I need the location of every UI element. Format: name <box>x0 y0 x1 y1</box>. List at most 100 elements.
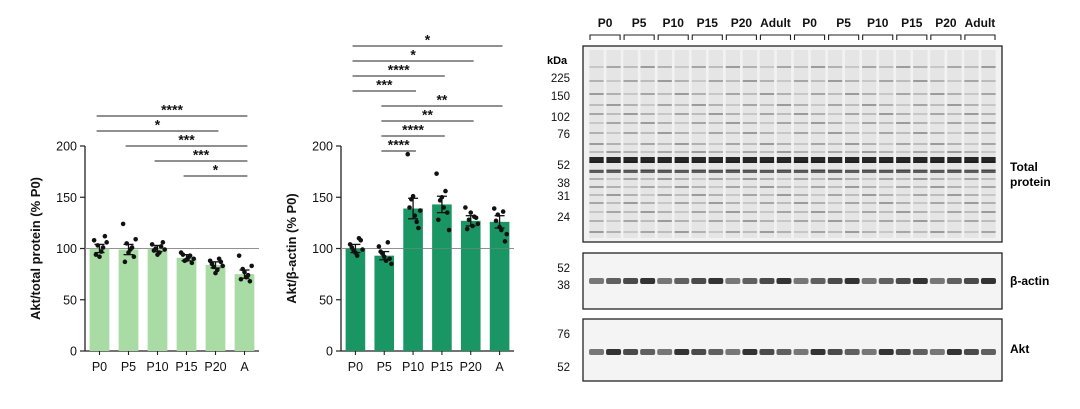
protein-band <box>879 143 894 145</box>
data-point <box>464 226 470 232</box>
marker-label: 102 <box>551 112 570 124</box>
protein-band <box>793 211 809 213</box>
protein-band <box>691 122 706 124</box>
protein-band <box>691 194 706 196</box>
bar <box>432 204 452 351</box>
data-point <box>129 245 135 250</box>
protein-band <box>725 202 741 204</box>
protein-band <box>759 122 775 124</box>
lane-smear <box>742 50 758 238</box>
protein-band <box>759 170 775 173</box>
akt-band <box>895 349 911 355</box>
protein-band <box>879 104 894 106</box>
protein-band-major <box>827 157 843 163</box>
protein-band <box>930 170 945 173</box>
protein-band <box>742 104 758 106</box>
chart-akt-total-protein: 0 50 100 150 200 Akt/total protein (% P0) P0 P5… <box>28 102 259 374</box>
protein-band <box>827 231 843 233</box>
protein-band <box>844 178 860 180</box>
akt-band <box>623 349 639 355</box>
data-point <box>436 217 441 223</box>
beta-actin-band <box>844 278 860 284</box>
protein-band <box>606 211 621 213</box>
protein-band <box>981 132 996 134</box>
protein-band <box>708 93 723 95</box>
protein-band <box>589 211 604 213</box>
protein-band <box>742 151 758 153</box>
data-point <box>504 231 510 237</box>
protein-band <box>862 211 877 213</box>
protein-band <box>742 202 758 204</box>
protein-band <box>844 170 860 173</box>
protein-band <box>708 122 723 124</box>
protein-band <box>640 194 655 196</box>
protein-band <box>844 194 860 196</box>
protein-band <box>657 202 672 204</box>
protein-band <box>640 231 655 233</box>
protein-band <box>589 80 604 82</box>
protein-band <box>742 122 758 124</box>
lane-bracket <box>725 34 757 40</box>
protein-band <box>725 132 741 134</box>
protein-band <box>827 220 843 222</box>
protein-band <box>862 202 877 204</box>
lane-smear <box>896 50 911 238</box>
protein-band <box>776 151 792 153</box>
protein-band <box>725 143 741 145</box>
lane-bracket <box>862 34 894 40</box>
protein-band <box>981 170 996 173</box>
protein-band <box>640 178 655 180</box>
bar <box>176 257 197 351</box>
protein-band <box>589 220 604 222</box>
protein-band <box>640 132 655 134</box>
protein-band <box>589 93 604 95</box>
x-tick-label: P0 <box>348 360 363 374</box>
protein-band <box>759 80 775 82</box>
protein-band <box>640 170 655 173</box>
protein-band <box>896 151 911 153</box>
protein-band <box>725 151 741 153</box>
protein-band <box>623 143 638 145</box>
data-point <box>220 263 225 269</box>
protein-band <box>691 143 706 145</box>
protein-band <box>844 186 860 188</box>
protein-band <box>879 231 894 233</box>
protein-band <box>725 104 741 106</box>
protein-band <box>691 231 706 233</box>
protein-band <box>776 132 792 134</box>
bar <box>345 248 366 351</box>
beta-actin-band <box>657 278 673 284</box>
bar <box>403 208 423 351</box>
protein-band <box>623 104 638 106</box>
protein-band <box>759 231 775 233</box>
akt-band <box>708 349 724 355</box>
protein-band <box>827 211 843 213</box>
protein-band <box>964 220 979 222</box>
x-tick-label: P20 <box>204 360 226 374</box>
protein-band <box>759 113 775 115</box>
data-point <box>162 247 167 252</box>
x-tick-label: A <box>240 360 249 374</box>
protein-band <box>862 122 877 124</box>
y-tick-label: 0 <box>70 345 77 359</box>
protein-band <box>589 143 604 145</box>
data-point <box>120 221 126 227</box>
protein-band <box>708 80 723 82</box>
protein-band <box>827 194 843 196</box>
lane-bracket <box>759 34 792 40</box>
lane-smear <box>862 50 877 238</box>
x-tick-label: P0 <box>92 360 107 374</box>
significance-label: **** <box>388 62 410 78</box>
lane-smear <box>964 50 979 238</box>
western-blot: P0 P5 P10 P15 P20 Adult P0 P5 P10 P15 P20 Adult kDa… <box>547 16 1051 382</box>
lane-smear <box>930 50 945 238</box>
protein-band <box>981 143 996 145</box>
data-point <box>189 260 195 266</box>
protein-band-major <box>810 157 826 163</box>
protein-band <box>879 113 894 115</box>
lane-bracket <box>793 34 826 40</box>
protein-band <box>844 143 860 145</box>
protein-band <box>793 178 809 180</box>
protein-band <box>657 143 672 145</box>
akt-band <box>946 349 962 355</box>
